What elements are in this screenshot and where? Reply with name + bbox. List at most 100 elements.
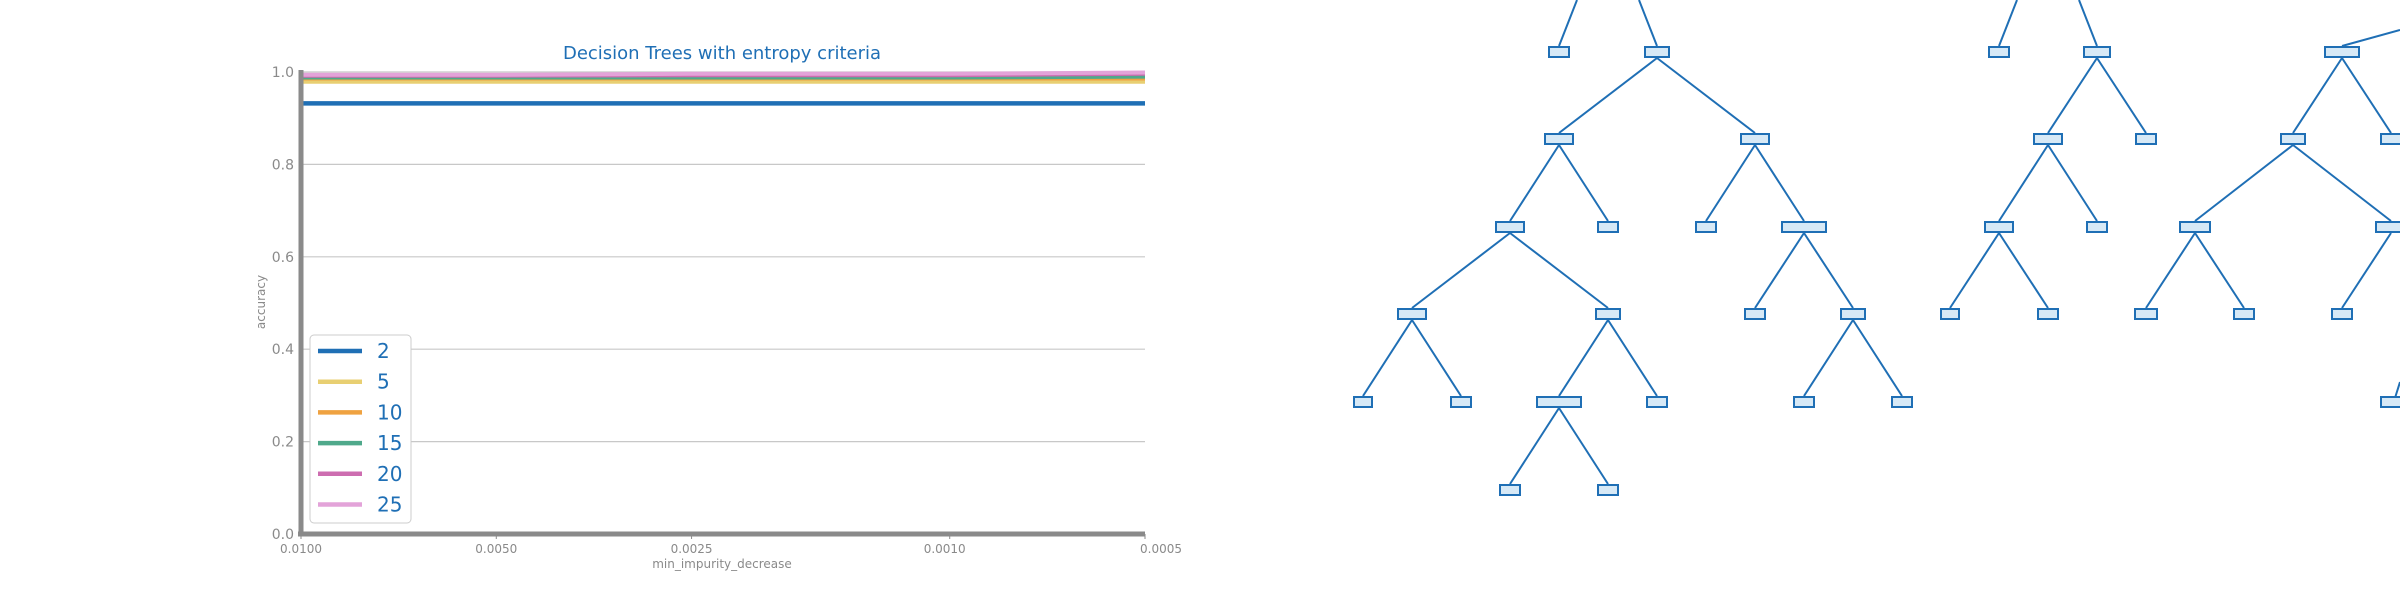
tree-node bbox=[1397, 308, 1427, 320]
tree-edge bbox=[1509, 144, 1560, 222]
tree-edge bbox=[1754, 144, 1805, 222]
tree-node bbox=[1499, 484, 1521, 496]
tree-node bbox=[1740, 133, 1770, 145]
tree-node bbox=[2380, 133, 2400, 145]
tree-edge bbox=[1558, 0, 1578, 47]
tree-edge bbox=[2341, 232, 2392, 309]
tree-edge bbox=[1558, 407, 1609, 485]
tree-edge bbox=[2341, 29, 2400, 47]
x-tick-label: 0.0050 bbox=[475, 542, 517, 556]
tree-edge bbox=[2047, 144, 2098, 222]
tree-node bbox=[1644, 46, 1670, 58]
tree-edge bbox=[1638, 0, 1658, 47]
tree-node bbox=[2037, 308, 2059, 320]
legend-label: 20 bbox=[377, 462, 402, 486]
tree-node bbox=[1781, 221, 1827, 233]
tree-node bbox=[2135, 133, 2157, 145]
tree-edge bbox=[1509, 232, 1609, 309]
tree-edge bbox=[1998, 144, 2049, 222]
tree-node bbox=[2086, 221, 2108, 233]
y-tick-label: 1.0 bbox=[272, 65, 294, 81]
accuracy-line-chart: 0.00.20.40.60.81.0 0.0100 0.0050 0.0025 0.0… bbox=[254, 43, 1182, 571]
tree-edge bbox=[1998, 0, 2018, 47]
tree-edge bbox=[2078, 0, 2098, 47]
tree-edge bbox=[1998, 232, 2049, 309]
tree-node bbox=[1548, 46, 1570, 58]
tree-node bbox=[2324, 46, 2360, 58]
tree-node bbox=[1646, 396, 1668, 408]
legend-label: 25 bbox=[377, 493, 402, 517]
tree-edge bbox=[1754, 232, 1805, 309]
x-tick-label: 0.0025 bbox=[671, 542, 713, 556]
x-axis-label: min_impurity_decrease bbox=[652, 557, 792, 571]
tree-edge bbox=[2047, 57, 2098, 134]
tree-edge bbox=[2394, 381, 2400, 399]
tree-edge bbox=[2194, 144, 2294, 222]
tree-node bbox=[1793, 396, 1815, 408]
tree-edge bbox=[1558, 319, 1609, 397]
series-line-25 bbox=[301, 70, 1146, 77]
x-tick-label: 0.0010 bbox=[924, 542, 966, 556]
tree-node bbox=[2083, 46, 2111, 58]
tree-node bbox=[1940, 308, 1960, 320]
tree-node bbox=[1353, 396, 1373, 408]
legend-label: 2 bbox=[377, 339, 390, 363]
y-tick-label: 0.4 bbox=[272, 342, 294, 358]
tree-edge bbox=[1656, 57, 1756, 134]
axes bbox=[298, 70, 1145, 537]
tree-node bbox=[2033, 133, 2063, 145]
tree-node bbox=[2280, 133, 2306, 145]
tree-edge bbox=[2292, 57, 2343, 134]
tree-node bbox=[2179, 221, 2211, 233]
legend-label: 10 bbox=[377, 400, 402, 424]
tree-node bbox=[2134, 308, 2158, 320]
y-tick-label: 0.6 bbox=[272, 250, 294, 266]
series-lines bbox=[301, 70, 1146, 106]
x-tick-label: 0.0100 bbox=[280, 542, 322, 556]
y-tick-label: 0.0 bbox=[272, 527, 294, 543]
tree-node bbox=[1891, 396, 1913, 408]
tree-edge bbox=[2341, 57, 2392, 134]
y-axis-label: accuracy bbox=[254, 275, 268, 329]
legend-label: 15 bbox=[377, 431, 402, 455]
tree-edge bbox=[1852, 319, 1903, 397]
tree-edges bbox=[1362, 0, 2400, 485]
chart-title: Decision Trees with entropy criteria bbox=[563, 43, 881, 64]
tree-node bbox=[1597, 484, 1619, 496]
x-tick-labels: 0.0100 0.0050 0.0025 0.0010 0.0005 bbox=[280, 534, 1182, 556]
tree-edge bbox=[1362, 319, 1413, 397]
legend-label: 5 bbox=[377, 370, 390, 394]
y-tick-label: 0.8 bbox=[272, 157, 294, 173]
decision-tree-diagrams bbox=[1353, 0, 2400, 496]
tree-nodes bbox=[1353, 46, 2400, 496]
tree-edge bbox=[1705, 144, 1756, 222]
y-tick-label: 0.2 bbox=[272, 435, 294, 451]
tree-edge bbox=[1411, 232, 1511, 309]
tree-node bbox=[1695, 221, 1717, 233]
tree-node bbox=[1840, 308, 1866, 320]
tree-node bbox=[1597, 221, 1619, 233]
tree-edge bbox=[1509, 407, 1560, 485]
tree-edge bbox=[1558, 144, 1609, 222]
tree-edge bbox=[1607, 319, 1658, 397]
tree-edge bbox=[1949, 232, 2000, 309]
tree-node bbox=[2233, 308, 2255, 320]
tree-edge bbox=[1803, 319, 1854, 397]
x-tick-label: 0.0005 bbox=[1140, 542, 1182, 556]
tree-edge bbox=[2194, 232, 2245, 309]
tree-node bbox=[1984, 221, 2014, 233]
grid-lines bbox=[301, 71, 1145, 443]
y-tick-labels: 0.0 0.2 0.4 0.6 0.8 1.0 bbox=[272, 65, 294, 543]
tree-edge bbox=[1558, 57, 1658, 134]
tree-edge bbox=[1411, 319, 1462, 397]
tree-edge bbox=[2145, 232, 2196, 309]
tree-node bbox=[2331, 308, 2353, 320]
tree-node bbox=[1744, 308, 1766, 320]
tree-edge bbox=[2292, 144, 2392, 222]
tree-edge bbox=[1803, 232, 1854, 309]
tree-node bbox=[2375, 221, 2400, 233]
tree-node bbox=[1450, 396, 1472, 408]
tree-node bbox=[1988, 46, 2010, 58]
